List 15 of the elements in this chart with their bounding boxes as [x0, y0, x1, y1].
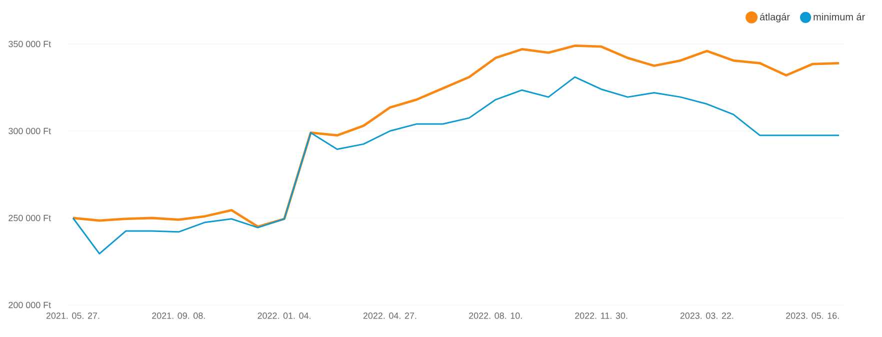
x-tick-label: 2021. 05. 27.: [46, 312, 100, 319]
x-tick-label: 2023. 05. 16.: [786, 312, 839, 319]
y-tick-label: 250 000 Ft: [8, 214, 52, 222]
legend-label: átlagár: [760, 12, 790, 22]
x-tick-label: 2021. 09. 08.: [152, 312, 205, 319]
x-tick-label: 2022. 04. 27.: [363, 312, 416, 319]
x-tick-label: 2023. 03. 22.: [680, 312, 734, 319]
x-tick-label: 2022. 11. 30.: [575, 312, 628, 319]
x-tick-label: 2022. 08. 10.: [469, 312, 522, 319]
x-tick-label: 2022. 01. 04.: [258, 312, 310, 319]
legend-label: minimum ár: [814, 12, 865, 20]
y-tick-label: 200 000 Ft: [8, 302, 52, 308]
y-tick-label: 350 000 Ft: [8, 40, 52, 48]
line-series: [72, 44, 840, 228]
y-tick-label: 300 000 Ft: [8, 128, 52, 134]
